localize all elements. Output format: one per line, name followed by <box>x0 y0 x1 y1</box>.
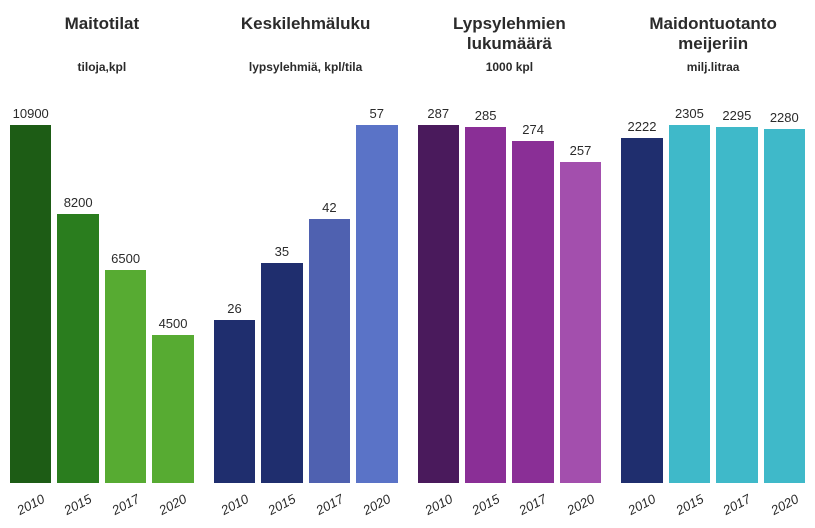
bar: 10900 <box>10 84 51 483</box>
x-axis: 2010201520172020 <box>617 489 809 512</box>
bar-fill <box>512 141 553 483</box>
panel-2: Lypsylehmien lukumäärä1000 kpl2872852742… <box>408 0 612 528</box>
panel-subtitle: milj.litraa <box>687 60 740 74</box>
bar: 2280 <box>764 84 805 483</box>
bar-value-label: 274 <box>522 122 544 137</box>
x-axis-label: 2010 <box>9 488 53 521</box>
bar: 6500 <box>105 84 146 483</box>
panel-title: Maidontuotanto meijeriin <box>617 14 809 58</box>
x-axis-label: 2015 <box>668 488 712 521</box>
bar-fill <box>418 125 459 483</box>
bar: 42 <box>309 84 350 483</box>
bar-fill <box>560 162 601 483</box>
panel-0: Maitotilat tiloja,kpl 10900 8200 6500 4500 201… <box>0 0 204 528</box>
bar-fill <box>621 138 662 483</box>
bar-value-label: 285 <box>475 108 497 123</box>
x-axis-label: 2020 <box>355 488 399 521</box>
bar-value-label: 4500 <box>159 316 188 331</box>
x-axis-label: 2015 <box>260 488 304 521</box>
bar-value-label: 287 <box>427 106 449 121</box>
x-axis-label: 2017 <box>308 488 352 521</box>
chart-area: 26 35 42 57 <box>210 84 402 483</box>
bar-value-label: 42 <box>322 200 336 215</box>
bar-fill <box>716 127 757 483</box>
chart-area: 287 285 274 257 <box>414 84 606 483</box>
bar-fill <box>261 263 302 483</box>
bar-value-label: 10900 <box>13 106 49 121</box>
x-axis: 2010201520172020 <box>414 489 606 512</box>
bar: 287 <box>418 84 459 483</box>
x-axis-label: 2020 <box>762 488 806 521</box>
bar-fill <box>57 214 98 483</box>
bar-value-label: 2305 <box>675 106 704 121</box>
chart-area: 2222 2305 2295 2280 <box>617 84 809 483</box>
bar-fill <box>309 219 350 483</box>
panel-3: Maidontuotanto meijeriinmilj.litraa22222… <box>611 0 815 528</box>
bar-value-label: 2280 <box>770 110 799 125</box>
x-axis: 2010201520172020 <box>210 489 402 512</box>
bar: 2222 <box>621 84 662 483</box>
bar-fill <box>214 320 255 483</box>
bar-fill <box>152 335 193 483</box>
bar-value-label: 2295 <box>722 108 751 123</box>
x-axis-label: 2020 <box>151 488 195 521</box>
panel-subtitle: lypsylehmiä, kpl/tila <box>249 60 362 74</box>
bar: 274 <box>512 84 553 483</box>
bar-value-label: 257 <box>570 143 592 158</box>
x-axis-label: 2015 <box>56 488 100 521</box>
bar-value-label: 26 <box>227 301 241 316</box>
x-axis-label: 2017 <box>511 488 555 521</box>
panel-title: Maitotilat <box>65 14 140 58</box>
bar-value-label: 35 <box>275 244 289 259</box>
x-axis-label: 2010 <box>416 488 460 521</box>
bar: 35 <box>261 84 302 483</box>
dashboard: Maitotilat tiloja,kpl 10900 8200 6500 4500 201… <box>0 0 815 528</box>
bar-fill <box>356 125 397 483</box>
x-axis-label: 2010 <box>213 488 257 521</box>
bar-fill <box>669 125 710 483</box>
x-axis-label: 2020 <box>559 488 603 521</box>
bar: 257 <box>560 84 601 483</box>
bar-value-label: 8200 <box>64 195 93 210</box>
bar: 4500 <box>152 84 193 483</box>
bar: 2295 <box>716 84 757 483</box>
bar-value-label: 6500 <box>111 251 140 266</box>
chart-area: 10900 8200 6500 4500 <box>6 84 198 483</box>
bar: 2305 <box>669 84 710 483</box>
x-axis-label: 2010 <box>620 488 664 521</box>
bar-fill <box>465 127 506 483</box>
x-axis-label: 2015 <box>464 488 508 521</box>
bar-fill <box>105 270 146 483</box>
bar: 26 <box>214 84 255 483</box>
panel-1: Keskilehmäluku lypsylehmiä, kpl/tila 26 35 4… <box>204 0 408 528</box>
bar: 8200 <box>57 84 98 483</box>
bar: 285 <box>465 84 506 483</box>
bar-value-label: 2222 <box>628 119 657 134</box>
panel-subtitle: 1000 kpl <box>486 60 533 74</box>
x-axis-label: 2017 <box>715 488 759 521</box>
bar-fill <box>10 125 51 483</box>
bar-fill <box>764 129 805 483</box>
bar-value-label: 57 <box>370 106 384 121</box>
bar: 57 <box>356 84 397 483</box>
panel-title: Lypsylehmien lukumäärä <box>414 14 606 58</box>
x-axis: 2010201520172020 <box>6 489 198 512</box>
panel-title: Keskilehmäluku <box>241 14 370 58</box>
panel-subtitle: tiloja,kpl <box>78 60 127 74</box>
x-axis-label: 2017 <box>104 488 148 521</box>
